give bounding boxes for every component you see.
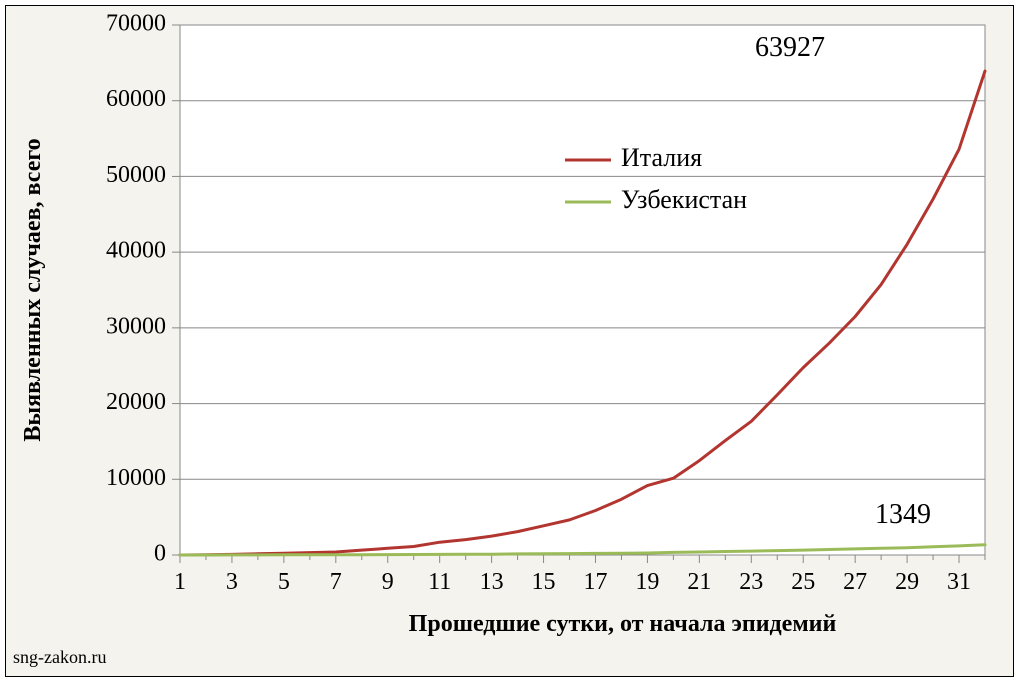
y-tick-label: 30000	[106, 313, 166, 339]
x-axis-title: Прошедшие сутки, от начала эпидемий	[409, 611, 837, 637]
footer-text: sng-zakon.ru	[13, 647, 106, 667]
x-tick-label: 27	[843, 569, 867, 595]
y-tick-label: 10000	[106, 465, 166, 491]
x-tick-label: 17	[583, 569, 607, 595]
y-tick-label: 40000	[106, 238, 166, 264]
x-tick-label: 7	[330, 569, 342, 595]
x-tick-label: 1	[174, 569, 186, 595]
y-axis-title: Выявленных случаев, всего	[20, 138, 46, 441]
x-tick-label: 25	[791, 569, 815, 595]
x-tick-label: 11	[428, 569, 451, 595]
x-tick-label: 31	[947, 569, 971, 595]
y-tick-label: 20000	[106, 389, 166, 415]
y-tick-label: 60000	[106, 86, 166, 112]
x-tick-label: 3	[226, 569, 238, 595]
legend-label: Италия	[621, 143, 702, 172]
x-tick-label: 5	[278, 569, 290, 595]
x-tick-label: 19	[635, 569, 659, 595]
x-tick-label: 21	[687, 569, 711, 595]
series-end-label: 1349	[875, 499, 931, 530]
y-tick-label: 70000	[106, 11, 166, 37]
x-tick-label: 23	[739, 569, 763, 595]
x-tick-label: 29	[895, 569, 919, 595]
chart-svg: 0100002000030000400005000060000700001357…	[5, 5, 1014, 677]
legend-label: Узбекистан	[621, 185, 747, 214]
x-tick-label: 15	[532, 569, 556, 595]
chart-frame: 0100002000030000400005000060000700001357…	[5, 5, 1014, 677]
x-tick-label: 9	[382, 569, 394, 595]
y-tick-label: 50000	[106, 162, 166, 188]
y-tick-label: 0	[154, 541, 166, 567]
x-tick-label: 13	[480, 569, 504, 595]
series-end-label: 63927	[755, 32, 825, 63]
